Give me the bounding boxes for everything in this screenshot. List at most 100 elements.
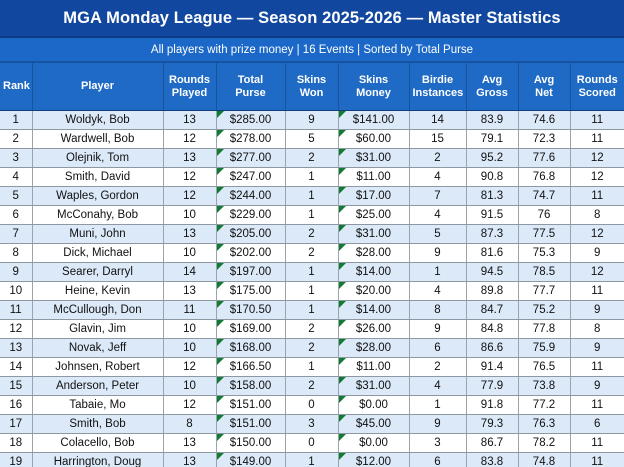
cell-player[interactable]: Muni, John <box>32 224 164 244</box>
table-row[interactable]: 7 Muni, John 13 $205.00 2 $31.00 5 87.3 77.5 12 <box>0 224 624 244</box>
cell-avg_gross[interactable]: 77.9 <box>466 376 519 396</box>
table-row[interactable]: 9 Searer, Darryl 14 $197.00 1 $14.00 1 94.5 78.5… <box>0 262 624 282</box>
cell-avg_net[interactable]: 74.7 <box>518 186 571 206</box>
cell-skins_won[interactable]: 1 <box>285 281 339 301</box>
cell-skins_won[interactable]: 1 <box>285 357 339 377</box>
cell-rounds_played[interactable]: 12 <box>163 395 217 415</box>
cell-rounds_scored[interactable]: 9 <box>570 300 624 320</box>
cell-player[interactable]: Tabaie, Mo <box>32 395 164 415</box>
cell-rounds_played[interactable]: 13 <box>163 110 217 130</box>
cell-rounds_scored[interactable]: 11 <box>570 395 624 415</box>
cell-skins_won[interactable]: 1 <box>285 167 339 187</box>
cell-rank[interactable]: 18 <box>0 433 33 453</box>
cell-total_purse[interactable]: $229.00 <box>216 205 286 225</box>
cell-total_purse[interactable]: $151.00 <box>216 395 286 415</box>
table-row[interactable]: 19 Harrington, Doug 13 $149.00 1 $12.00 6 83.8 7… <box>0 452 624 467</box>
cell-skins_won[interactable]: 2 <box>285 224 339 244</box>
cell-skins_won[interactable]: 0 <box>285 395 339 415</box>
cell-rounds_played[interactable]: 13 <box>163 224 217 244</box>
cell-rank[interactable]: 5 <box>0 186 33 206</box>
cell-avg_gross[interactable]: 84.7 <box>466 300 519 320</box>
table-row[interactable]: 1 Woldyk, Bob 13 $285.00 9 $141.00 14 83.9 74.6 1… <box>0 110 624 130</box>
cell-rank[interactable]: 17 <box>0 414 33 434</box>
cell-rank[interactable]: 19 <box>0 452 33 467</box>
table-row[interactable]: 12 Glavin, Jim 10 $169.00 2 $26.00 9 84.8 77.8 8 <box>0 319 624 339</box>
cell-rank[interactable]: 6 <box>0 205 33 225</box>
cell-player[interactable]: Dick, Michael <box>32 243 164 263</box>
cell-rounds_scored[interactable]: 9 <box>570 338 624 358</box>
cell-birdie[interactable]: 7 <box>409 186 467 206</box>
cell-avg_gross[interactable]: 91.8 <box>466 395 519 415</box>
cell-player[interactable]: McCullough, Don <box>32 300 164 320</box>
cell-birdie[interactable]: 9 <box>409 243 467 263</box>
table-row[interactable]: 4 Smith, David 12 $247.00 1 $11.00 4 90.8 76.8 12 <box>0 167 624 187</box>
cell-skins_money[interactable]: $141.00 <box>338 110 410 130</box>
cell-player[interactable]: Anderson, Peter <box>32 376 164 396</box>
cell-avg_net[interactable]: 78.2 <box>518 433 571 453</box>
cell-total_purse[interactable]: $285.00 <box>216 110 286 130</box>
cell-player[interactable]: McConahy, Bob <box>32 205 164 225</box>
cell-rounds_scored[interactable]: 8 <box>570 319 624 339</box>
cell-rounds_scored[interactable]: 11 <box>570 357 624 377</box>
table-row[interactable]: 14 Johnsen, Robert 12 $166.50 1 $11.00 2 91.4 76… <box>0 357 624 377</box>
cell-rank[interactable]: 16 <box>0 395 33 415</box>
cell-avg_gross[interactable]: 81.3 <box>466 186 519 206</box>
cell-skins_won[interactable]: 2 <box>285 338 339 358</box>
cell-rank[interactable]: 4 <box>0 167 33 187</box>
cell-total_purse[interactable]: $202.00 <box>216 243 286 263</box>
cell-rounds_scored[interactable]: 11 <box>570 433 624 453</box>
cell-total_purse[interactable]: $197.00 <box>216 262 286 282</box>
cell-rank[interactable]: 12 <box>0 319 33 339</box>
cell-rounds_played[interactable]: 10 <box>163 376 217 396</box>
cell-rounds_played[interactable]: 10 <box>163 338 217 358</box>
cell-rounds_scored[interactable]: 12 <box>570 148 624 168</box>
cell-birdie[interactable]: 2 <box>409 148 467 168</box>
column-header-player[interactable]: Player <box>32 62 164 111</box>
cell-skins_won[interactable]: 2 <box>285 243 339 263</box>
cell-skins_money[interactable]: $60.00 <box>338 129 410 149</box>
cell-birdie[interactable]: 9 <box>409 414 467 434</box>
table-row[interactable]: 13 Novak, Jeff 10 $168.00 2 $28.00 6 86.6 75.9 9 <box>0 338 624 358</box>
cell-avg_gross[interactable]: 90.8 <box>466 167 519 187</box>
table-row[interactable]: 15 Anderson, Peter 10 $158.00 2 $31.00 4 77.9 73… <box>0 376 624 396</box>
cell-total_purse[interactable]: $169.00 <box>216 319 286 339</box>
cell-skins_money[interactable]: $31.00 <box>338 148 410 168</box>
cell-total_purse[interactable]: $278.00 <box>216 129 286 149</box>
cell-avg_net[interactable]: 75.3 <box>518 243 571 263</box>
cell-birdie[interactable]: 9 <box>409 319 467 339</box>
cell-skins_money[interactable]: $0.00 <box>338 433 410 453</box>
cell-total_purse[interactable]: $244.00 <box>216 186 286 206</box>
cell-avg_net[interactable]: 75.2 <box>518 300 571 320</box>
cell-rank[interactable]: 8 <box>0 243 33 263</box>
cell-rank[interactable]: 7 <box>0 224 33 244</box>
cell-rounds_played[interactable]: 13 <box>163 281 217 301</box>
cell-rounds_played[interactable]: 8 <box>163 414 217 434</box>
cell-rank[interactable]: 14 <box>0 357 33 377</box>
cell-avg_gross[interactable]: 83.9 <box>466 110 519 130</box>
cell-avg_gross[interactable]: 86.6 <box>466 338 519 358</box>
cell-player[interactable]: Waples, Gordon <box>32 186 164 206</box>
table-row[interactable]: 5 Waples, Gordon 12 $244.00 1 $17.00 7 81.3 74.7… <box>0 186 624 206</box>
cell-avg_net[interactable]: 77.5 <box>518 224 571 244</box>
cell-rounds_played[interactable]: 13 <box>163 452 217 467</box>
cell-rounds_played[interactable]: 13 <box>163 433 217 453</box>
cell-birdie[interactable]: 6 <box>409 338 467 358</box>
cell-avg_gross[interactable]: 86.7 <box>466 433 519 453</box>
cell-player[interactable]: Woldyk, Bob <box>32 110 164 130</box>
cell-rounds_scored[interactable]: 11 <box>570 110 624 130</box>
cell-skins_won[interactable]: 0 <box>285 433 339 453</box>
cell-birdie[interactable]: 4 <box>409 281 467 301</box>
cell-skins_won[interactable]: 1 <box>285 186 339 206</box>
cell-total_purse[interactable]: $247.00 <box>216 167 286 187</box>
cell-player[interactable]: Johnsen, Robert <box>32 357 164 377</box>
cell-rounds_played[interactable]: 10 <box>163 319 217 339</box>
cell-skins_money[interactable]: $12.00 <box>338 452 410 467</box>
cell-skins_money[interactable]: $17.00 <box>338 186 410 206</box>
cell-avg_net[interactable]: 76.5 <box>518 357 571 377</box>
cell-avg_gross[interactable]: 94.5 <box>466 262 519 282</box>
cell-rounds_scored[interactable]: 11 <box>570 186 624 206</box>
cell-birdie[interactable]: 14 <box>409 110 467 130</box>
cell-player[interactable]: Harrington, Doug <box>32 452 164 467</box>
cell-player[interactable]: Smith, David <box>32 167 164 187</box>
cell-avg_net[interactable]: 77.8 <box>518 319 571 339</box>
